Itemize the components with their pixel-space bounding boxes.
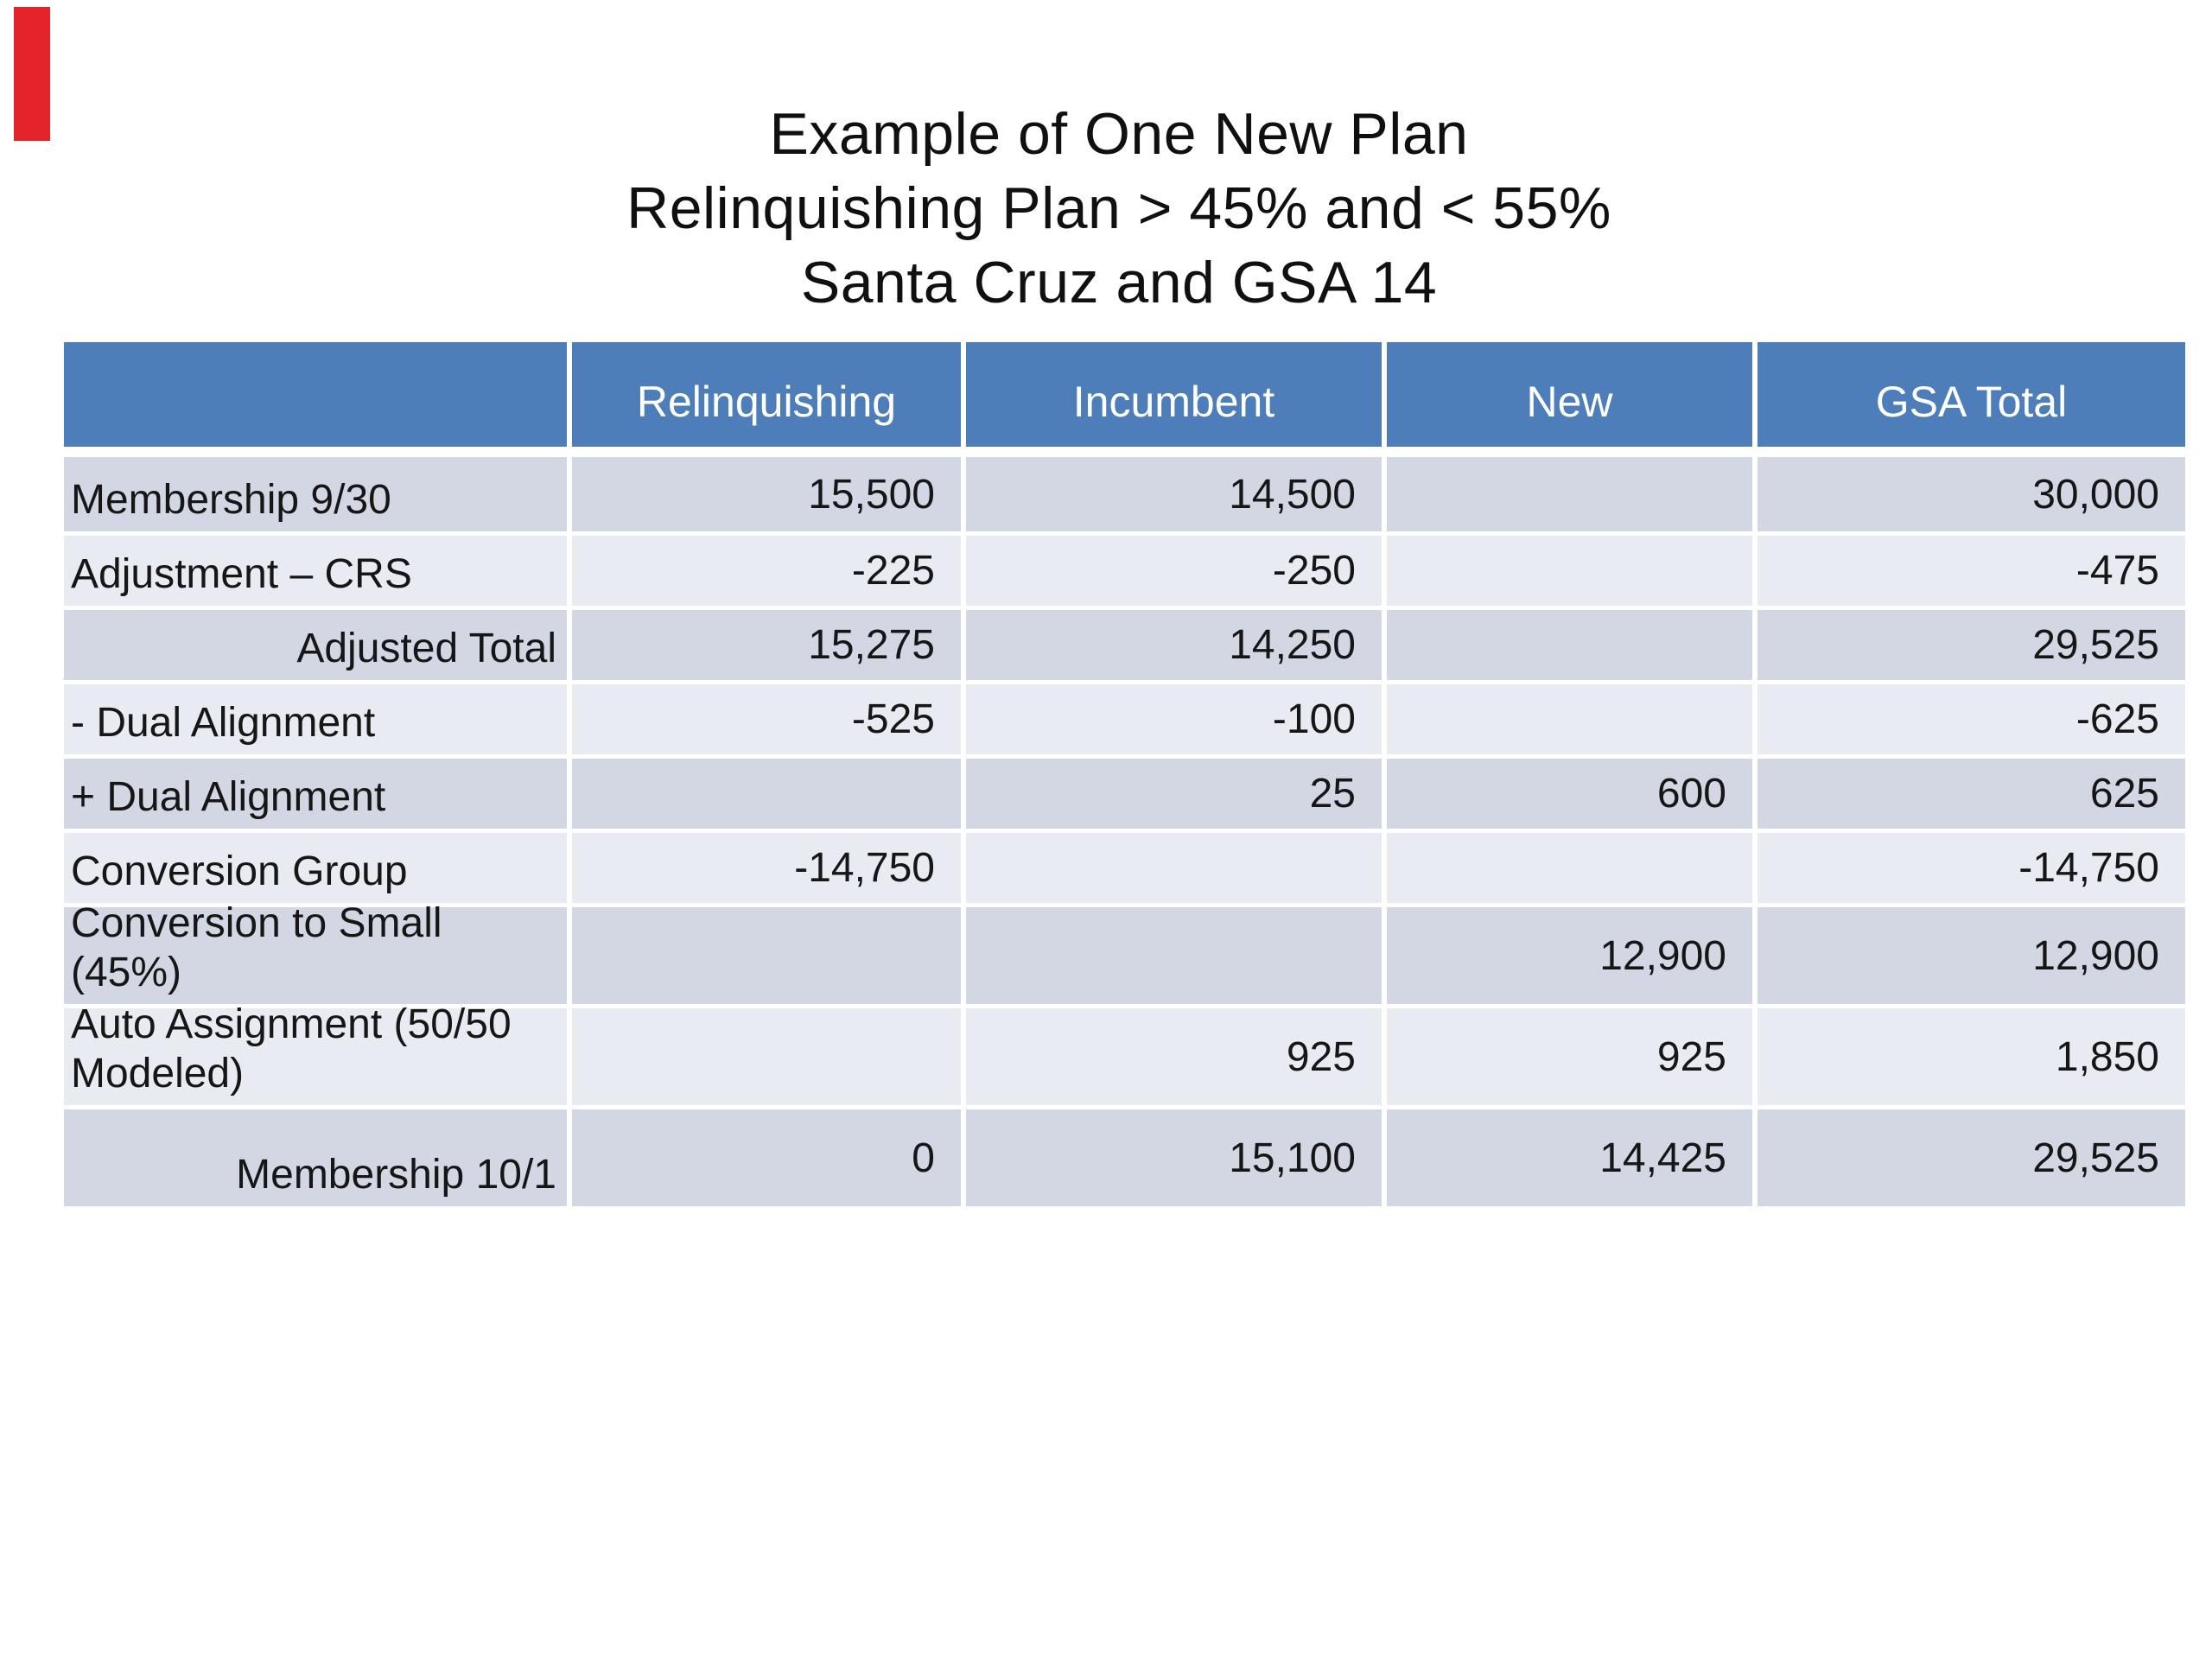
value-cell bbox=[1382, 833, 1752, 903]
value-cell: 15,100 bbox=[961, 1109, 1382, 1206]
value-cell: 29,525 bbox=[1752, 610, 2185, 680]
value-cell: -14,750 bbox=[1752, 833, 2185, 903]
row-label-cell: Membership 9/30 bbox=[71, 477, 391, 523]
value-cell bbox=[1382, 536, 1752, 606]
value-cell: 12,900 bbox=[1752, 907, 2185, 1004]
value-cell bbox=[1382, 610, 1752, 680]
value-cell bbox=[567, 759, 961, 829]
value-cell: -475 bbox=[1752, 536, 2185, 606]
table-row: Conversion Group -14,750 -14,750 bbox=[64, 829, 2185, 903]
value-cell: 600 bbox=[1382, 759, 1752, 829]
column-header-cell: GSA Total bbox=[1752, 342, 2185, 447]
value-cell bbox=[961, 907, 1382, 1004]
value-cell: 12,900 bbox=[1382, 907, 1752, 1004]
column-header-cell: Relinquishing bbox=[567, 342, 961, 447]
row-label-cell: Adjusted Total bbox=[296, 626, 556, 671]
value-cell: 15,500 bbox=[567, 457, 961, 531]
value-cell bbox=[1382, 684, 1752, 754]
value-cell: -250 bbox=[961, 536, 1382, 606]
value-cell: -625 bbox=[1752, 684, 2185, 754]
red-marker bbox=[14, 7, 50, 141]
value-cell: 0 bbox=[567, 1109, 961, 1206]
table-row: Adjusted Total 15,275 14,250 29,525 bbox=[64, 606, 2185, 680]
row-label-cell: Conversion to Small (45%) bbox=[71, 900, 442, 995]
membership-table: Relinquishing Incumbent New GSA Total Membe… bbox=[64, 342, 2185, 1206]
table-row: Membership 9/30 15,500 14,500 30,000 bbox=[64, 457, 2185, 531]
table-row: Membership 10/1 0 15,100 14,425 29,525 bbox=[64, 1105, 2185, 1206]
column-header-cell: New bbox=[1382, 342, 1752, 447]
table-row: Auto Assignment (50/50 Modeled) 925 925 1,8… bbox=[64, 1001, 2185, 1105]
value-cell: 25 bbox=[961, 759, 1382, 829]
value-cell: 29,525 bbox=[1752, 1109, 2185, 1206]
value-cell bbox=[567, 907, 961, 1004]
value-cell: 1,850 bbox=[1752, 1008, 2185, 1105]
value-cell: -14,750 bbox=[567, 833, 961, 903]
value-cell: -225 bbox=[567, 536, 961, 606]
value-cell bbox=[1382, 457, 1752, 531]
value-cell: 925 bbox=[961, 1008, 1382, 1105]
slide-title: Example of One New Plan Relinquishing Pl… bbox=[13, 97, 2212, 320]
row-label-cell: Membership 10/1 bbox=[236, 1152, 556, 1198]
value-cell bbox=[961, 833, 1382, 903]
row-label-header-cell bbox=[64, 342, 567, 447]
title-line-2: Relinquishing Plan > 45% and < 55% bbox=[626, 175, 1611, 241]
value-cell: 15,275 bbox=[567, 610, 961, 680]
row-label-cell: Auto Assignment (50/50 Modeled) bbox=[71, 1001, 512, 1096]
title-line-3: Santa Cruz and GSA 14 bbox=[800, 250, 1438, 315]
value-cell: 14,250 bbox=[961, 610, 1382, 680]
table-header-row: Relinquishing Incumbent New GSA Total bbox=[64, 342, 2185, 447]
value-cell: -100 bbox=[961, 684, 1382, 754]
value-cell: 14,425 bbox=[1382, 1109, 1752, 1206]
value-cell: 925 bbox=[1382, 1008, 1752, 1105]
row-label-cell: + Dual Alignment bbox=[71, 774, 386, 820]
table-row: Adjustment – CRS -225 -250 -475 bbox=[64, 531, 2185, 606]
table-row: Conversion to Small (45%) 12,900 12,900 bbox=[64, 900, 2185, 1004]
title-line-1: Example of One New Plan bbox=[769, 101, 1469, 167]
value-cell: 625 bbox=[1752, 759, 2185, 829]
row-label-cell: Adjustment – CRS bbox=[71, 551, 412, 597]
value-cell bbox=[567, 1008, 961, 1105]
column-header-cell: Incumbent bbox=[961, 342, 1382, 447]
row-label-cell: Conversion Group bbox=[71, 849, 408, 894]
table-row: - Dual Alignment -525 -100 -625 bbox=[64, 680, 2185, 754]
row-label-cell: - Dual Alignment bbox=[71, 700, 376, 746]
table-row: + Dual Alignment 25 600 625 bbox=[64, 754, 2185, 829]
value-cell: -525 bbox=[567, 684, 961, 754]
header-separator bbox=[64, 447, 2185, 457]
value-cell: 14,500 bbox=[961, 457, 1382, 531]
value-cell: 30,000 bbox=[1752, 457, 2185, 531]
